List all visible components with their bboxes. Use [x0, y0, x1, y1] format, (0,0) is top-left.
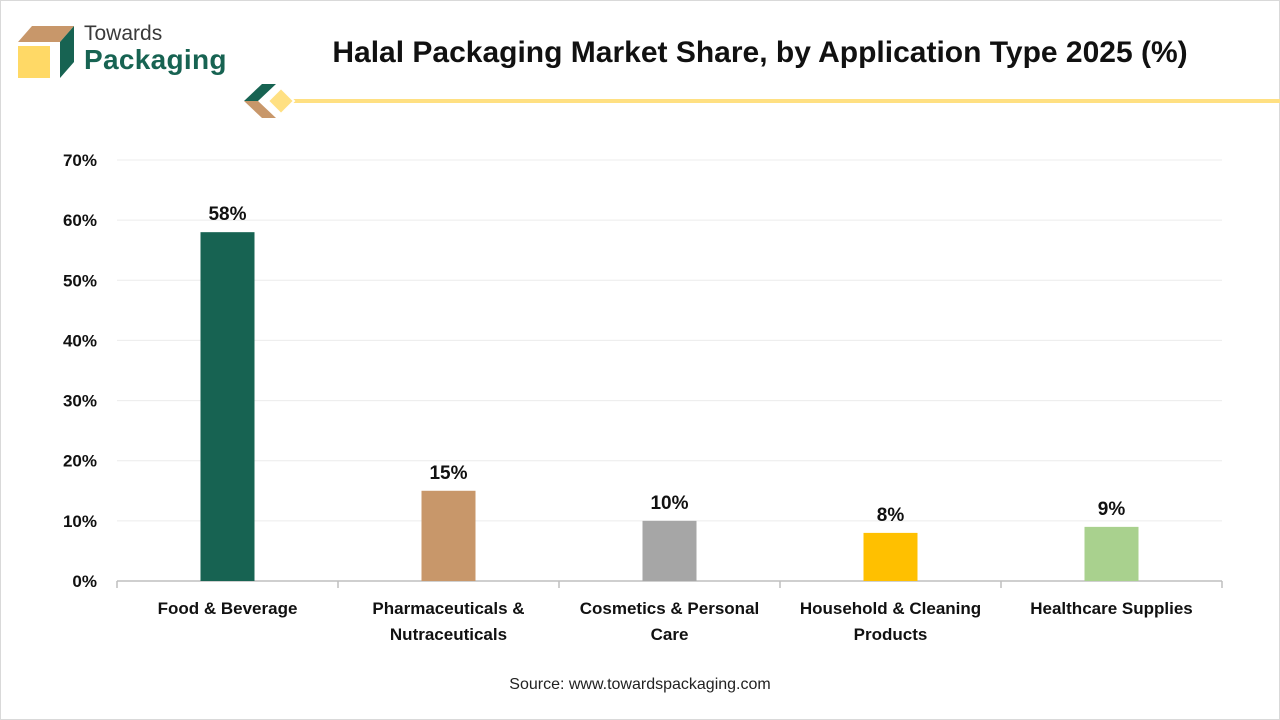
- data-label: 8%: [877, 505, 905, 526]
- y-tick-label: 0%: [72, 572, 97, 591]
- data-label: 10%: [650, 493, 688, 514]
- x-category-label: Pharmaceuticals &: [372, 599, 524, 618]
- y-tick-label: 40%: [63, 331, 97, 350]
- bar-5: [1084, 526, 1139, 581]
- brand-line-2: Packaging: [84, 44, 227, 75]
- title-accent-decoration: [244, 84, 1280, 118]
- brand-logo: Towards Packaging: [18, 22, 238, 82]
- x-category-label: Products: [854, 625, 928, 644]
- data-label: 58%: [208, 204, 246, 225]
- accent-diamond-shape: [266, 86, 296, 116]
- chart-title: Halal Packaging Market Share, by Applica…: [332, 36, 1188, 69]
- bar-4: [863, 532, 918, 581]
- x-category-label: Healthcare Supplies: [1030, 599, 1193, 618]
- box-logo-icon: [18, 26, 74, 78]
- bar-1: [200, 232, 255, 581]
- brand-line-1: Towards: [84, 22, 163, 45]
- y-tick-label: 30%: [63, 392, 97, 411]
- accent-green-shape: [244, 84, 276, 101]
- data-label: 9%: [1098, 499, 1126, 520]
- x-category-label: Food & Beverage: [158, 599, 298, 618]
- bar-3: [642, 520, 697, 581]
- bar-2: [421, 490, 476, 581]
- data-label: 15%: [429, 463, 467, 484]
- source-note: Source: www.towardspackaging.com: [509, 676, 771, 693]
- y-tick-label: 60%: [63, 211, 97, 230]
- accent-tan-shape: [244, 101, 276, 118]
- y-tick-label: 70%: [63, 151, 97, 170]
- x-category-label: Nutraceuticals: [390, 625, 507, 644]
- x-category-label: Cosmetics & Personal: [580, 599, 760, 618]
- x-category-label: Household & Cleaning: [800, 599, 981, 618]
- y-tick-label: 20%: [63, 452, 97, 471]
- y-tick-label: 10%: [63, 512, 97, 531]
- y-tick-label: 50%: [63, 271, 97, 290]
- x-category-label: Care: [651, 625, 689, 644]
